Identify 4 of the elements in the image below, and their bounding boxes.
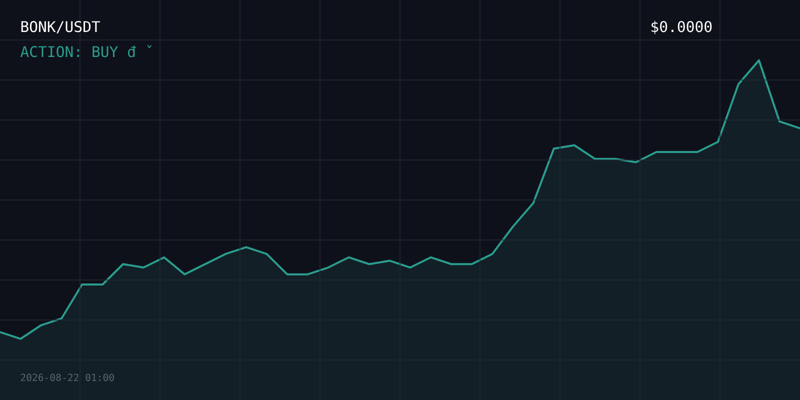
annotation: 2026-08-22 01:00	[20, 374, 114, 382]
text: $0.0000	[652, 20, 712, 34]
chart-subtitle: ACTION: BUY đ ˇ	[20, 45, 152, 58]
chart-title: BONK/USDT	[21, 21, 100, 34]
